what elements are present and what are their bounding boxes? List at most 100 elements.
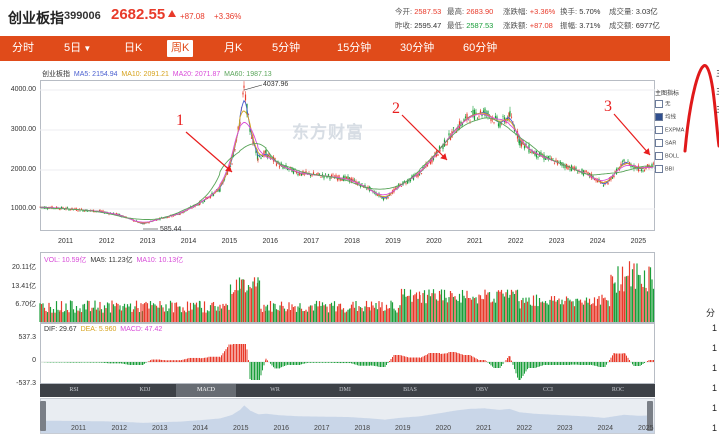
tab-1[interactable]: 5日 ▼ bbox=[60, 40, 95, 57]
macd-axis-label: 537.3 bbox=[18, 334, 36, 341]
indicator-option-label: SAR bbox=[665, 140, 677, 147]
year-axis-label: 2025 bbox=[630, 238, 647, 245]
tab-3[interactable]: 周K bbox=[167, 40, 194, 57]
price-axis-label: 1000.00 bbox=[10, 205, 36, 212]
checkbox-icon bbox=[655, 126, 663, 134]
indicator-tab[interactable]: RSI bbox=[69, 387, 79, 393]
year-axis-label: 2016 bbox=[262, 238, 279, 245]
stat-label: 换手: bbox=[560, 7, 578, 16]
legend-ma60: MA60: 1987.13 bbox=[224, 71, 272, 78]
indicator-option[interactable]: 均线 bbox=[655, 113, 703, 122]
annotation-number-1: 1 bbox=[176, 112, 184, 129]
side-text-5: 1 bbox=[712, 323, 718, 333]
indicator-option-label: 均线 bbox=[665, 114, 677, 121]
navigator-year-label: 2018 bbox=[354, 425, 371, 432]
side-text-7: 1 bbox=[712, 363, 718, 373]
volume-panel[interactable] bbox=[40, 252, 655, 323]
navigator-area-chart bbox=[41, 405, 654, 433]
side-text-9: 1 bbox=[712, 403, 718, 413]
range-navigator[interactable]: 2011 2012 2013 2014 2015 2016 2017 2018 2019 2020… bbox=[40, 398, 655, 434]
stat-item: 振幅: 3.71% bbox=[560, 18, 600, 34]
checkbox-icon bbox=[655, 100, 663, 108]
tab-7[interactable]: 30分钟 bbox=[396, 40, 438, 57]
navigator-left-handle[interactable] bbox=[40, 401, 46, 431]
macd-panel[interactable] bbox=[40, 323, 655, 384]
index-code: 399006 bbox=[64, 10, 101, 22]
legend-name: 创业板指 bbox=[42, 71, 70, 78]
indicator-tab[interactable]: OBV bbox=[475, 387, 489, 393]
volume-legend: VOL: 10.59亿 MA5: 11.23亿 MA10: 10.13亿 bbox=[44, 255, 183, 265]
year-axis-label: 2014 bbox=[180, 238, 197, 245]
annotation-number-3: 3 bbox=[604, 98, 612, 115]
indicator-tab[interactable]: ROC bbox=[611, 387, 625, 393]
navigator-right-handle[interactable] bbox=[647, 401, 653, 431]
side-text-8: 1 bbox=[712, 383, 718, 393]
legend-ma10: MA10: 2091.21 bbox=[121, 71, 169, 78]
indicator-option[interactable]: BBI bbox=[655, 165, 703, 174]
side-text-4: 分 bbox=[706, 308, 716, 318]
stat-value: 3.03亿 bbox=[635, 7, 658, 16]
price-panel[interactable] bbox=[40, 80, 655, 231]
tab-8[interactable]: 60分钟 bbox=[459, 40, 501, 57]
indicator-option[interactable]: BOLL bbox=[655, 152, 703, 161]
year-axis-label: 2024 bbox=[589, 238, 606, 245]
indicator-tab[interactable]: WR bbox=[270, 387, 280, 393]
tab-2[interactable]: 日K bbox=[120, 40, 146, 57]
indicator-option-label: BOLL bbox=[665, 153, 680, 160]
price-axis-label: 3000.00 bbox=[10, 126, 36, 133]
stat-value: 3.71% bbox=[579, 21, 601, 30]
tab-5[interactable]: 5分钟 bbox=[268, 40, 304, 57]
indicator-option[interactable]: 无 bbox=[655, 100, 703, 109]
indicator-tab[interactable]: MACD bbox=[176, 384, 236, 397]
price-axis-label: 4000.00 bbox=[10, 86, 36, 93]
indicator-tab[interactable]: KDJ bbox=[139, 387, 151, 393]
stat-item: 最高: 2683.90 bbox=[447, 4, 493, 20]
navigator-year-label: 2012 bbox=[111, 425, 128, 432]
indicator-tab[interactable]: BIAS bbox=[403, 387, 417, 393]
stat-label: 最高: bbox=[447, 7, 465, 16]
quote-header: 创业板指 399006 2682.55 +87.08 +3.36% 今开: 25… bbox=[0, 0, 719, 36]
tab-6[interactable]: 15分钟 bbox=[333, 40, 375, 57]
indicator-option[interactable]: SAR bbox=[655, 139, 703, 148]
stat-item: 涨跌幅: +3.36% bbox=[503, 4, 555, 20]
up-arrow-icon bbox=[168, 10, 176, 17]
navigator-area bbox=[41, 405, 654, 433]
year-axis-label: 2012 bbox=[98, 238, 115, 245]
tab-0[interactable]: 分时 bbox=[8, 40, 38, 57]
navigator-year-label: 2011 bbox=[71, 425, 87, 432]
stat-item: 今开: 2587.53 bbox=[395, 4, 441, 20]
stat-value: 2587.53 bbox=[414, 7, 442, 16]
stat-value: 6977亿 bbox=[635, 21, 660, 30]
stat-value: 2683.90 bbox=[466, 7, 494, 16]
stat-value: +3.36% bbox=[529, 7, 556, 16]
navigator-year-label: 2016 bbox=[273, 425, 290, 432]
indicator-option-label: EXPMA bbox=[665, 127, 685, 134]
tab-label: 30分钟 bbox=[400, 42, 435, 54]
tab-4[interactable]: 月K bbox=[220, 40, 246, 57]
vol-legend-ma10: MA10: 10.13亿 bbox=[136, 257, 184, 264]
navigator-year-label: 2014 bbox=[192, 425, 209, 432]
indicator-option-label: 无 bbox=[665, 101, 671, 108]
year-axis-label: 2023 bbox=[548, 238, 565, 245]
checkbox-icon bbox=[655, 139, 663, 147]
high-label: 4037.96 bbox=[263, 81, 289, 88]
navigator-year-label: 2022 bbox=[516, 425, 533, 432]
macd-legend-dif: DIF: 29.67 bbox=[44, 326, 77, 333]
navigator-year-label: 2013 bbox=[152, 425, 168, 432]
year-axis-label: 2013 bbox=[139, 238, 156, 245]
indicator-tab[interactable]: DMI bbox=[339, 387, 351, 393]
stat-item: 昨收: 2595.47 bbox=[395, 18, 441, 34]
volume-axis-label: 6.70亿 bbox=[15, 301, 36, 308]
indicator-option[interactable]: EXPMA bbox=[655, 126, 703, 135]
indicator-tab[interactable]: CCI bbox=[542, 387, 553, 393]
navigator-year-label: 2025 bbox=[638, 425, 654, 432]
navigator-year-label: 2015 bbox=[233, 425, 249, 432]
stat-value: +87.08 bbox=[529, 21, 553, 30]
side-text-2: 主 bbox=[716, 84, 719, 97]
stat-value: 2587.53 bbox=[466, 21, 494, 30]
year-axis-label: 2011 bbox=[58, 238, 74, 245]
legend-ma5: MA5: 2154.94 bbox=[73, 71, 118, 78]
watermark-logo: 东方财富 bbox=[292, 123, 364, 142]
macd-axis-label: 0 bbox=[32, 357, 36, 364]
indicator-option-label: BBI bbox=[665, 166, 674, 173]
